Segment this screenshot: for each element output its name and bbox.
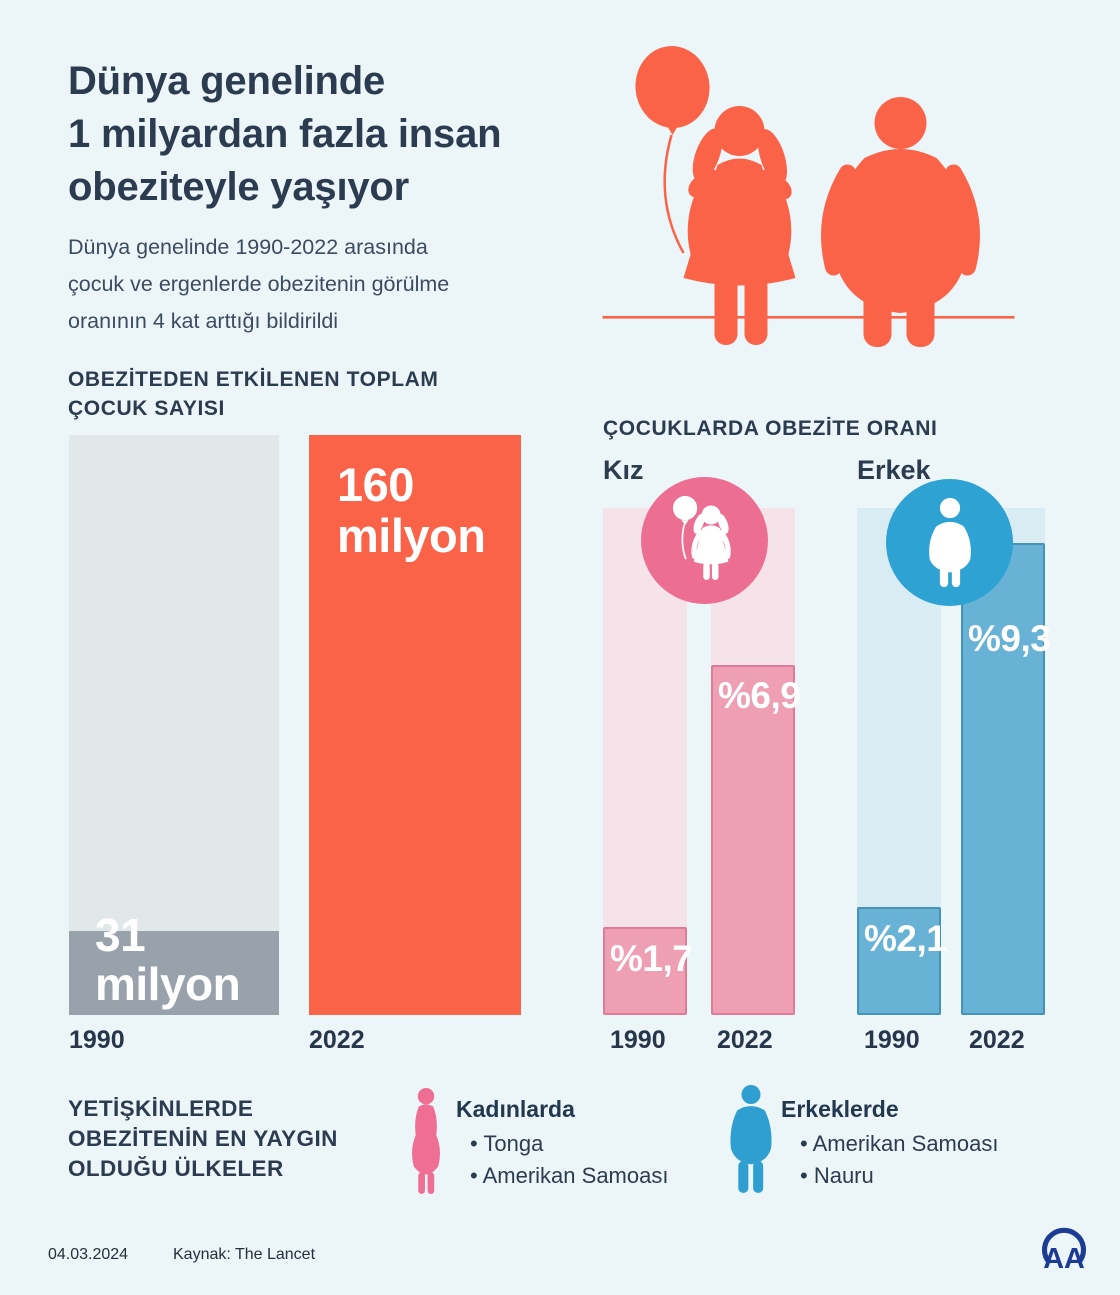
bar-2022-total: 160 milyon (309, 435, 521, 1015)
boy-icon (928, 497, 971, 587)
women-country-2: Amerikan Samoası (470, 1163, 669, 1189)
boys-1990-fill (857, 907, 941, 1015)
man-silhouette (821, 97, 980, 347)
girls-1990-fill (603, 927, 687, 1015)
boys-2022-bar: %9,3 (961, 508, 1051, 1015)
adults-title-line-1: YETİŞKİNLERDE (68, 1096, 254, 1121)
girls-axis-1990: 1990 (610, 1026, 666, 1054)
page-title: Dünya genelinde 1 milyardan fazla insan … (68, 55, 648, 214)
girls-1990-bar: %1,7 (603, 508, 693, 1015)
men-country-2: Nauru (800, 1163, 874, 1189)
value-unit: milyon (95, 958, 241, 1010)
source-credit: Kaynak: The Lancet (173, 1246, 316, 1263)
girls-2022-value: %6,9 (718, 675, 801, 716)
boys-2022-value: %9,3 (968, 618, 1051, 659)
publish-date: 04.03.2024 (48, 1246, 129, 1263)
ground-line (602, 316, 1015, 319)
boys-badge (886, 479, 1013, 606)
girls-2022-fill (711, 665, 795, 1015)
adults-title-line-2: OBEZİTENİN EN YAYGIN (68, 1126, 338, 1151)
girls-badge (641, 477, 768, 604)
men-legend-label: Erkeklerde (781, 1096, 899, 1122)
women-legend-label: Kadınlarda (456, 1096, 575, 1122)
girls-axis-2022: 2022 (717, 1026, 773, 1054)
value-number: 160 (337, 458, 414, 511)
value-label-31-milyon: 31 milyon (95, 909, 241, 1010)
axis-label-2022: 2022 (309, 1026, 365, 1054)
women-country-1: Tonga (470, 1131, 543, 1157)
bar-1990-total-fill (69, 931, 279, 1015)
men-country-1: Amerikan Samoası (800, 1131, 999, 1157)
obese-girl-and-man-illustration (602, 46, 1015, 347)
page-subtitle: Dünya genelinde 1990-2022 arasında çocuk… (68, 229, 608, 340)
subtitle-line-2: çocuk ve ergenlerde obezitenin görülme (68, 272, 450, 296)
boys-axis-2022: 2022 (969, 1026, 1025, 1054)
value-label-160-milyon: 160 milyon (337, 458, 486, 562)
title-line-1: Dünya genelinde (68, 59, 386, 103)
value-unit: milyon (337, 509, 486, 562)
girl-with-balloon-icon (672, 495, 731, 580)
subtitle-line-1: Dünya genelinde 1990-2022 arasında (68, 235, 428, 259)
balloon-icon (635, 46, 710, 254)
adults-section-title: YETİŞKİNLERDE OBEZİTENİN EN YAYGIN OLDUĞ… (68, 1094, 408, 1184)
woman-icon (412, 1088, 440, 1194)
girl-silhouette (683, 106, 796, 345)
group-label-boys: Erkek (857, 455, 931, 485)
anadolu-agency-logo: AA (1041, 1227, 1087, 1272)
children-rate-chart-title: ÇOCUKLARDA OBEZİTE ORANI (603, 417, 938, 440)
total-children-chart-title: OBEZİTEDEN ETKİLENEN TOPLAM ÇOCUK SAYISI (68, 368, 439, 420)
girls-2022-bar: %6,9 (711, 508, 801, 1015)
title-line-2: 1 milyardan fazla insan (68, 112, 502, 156)
adults-title-line-3: OLDUĞU ÜLKELER (68, 1156, 284, 1181)
boys-axis-1990: 1990 (864, 1026, 920, 1054)
bar-1990-total: 31 milyon (69, 435, 279, 1015)
boys-1990-value: %2,1 (864, 918, 947, 959)
girls-1990-value: %1,7 (610, 938, 693, 979)
subtitle-line-3: oranının 4 kat arttığı bildirildi (68, 309, 339, 333)
value-number: 31 (95, 909, 146, 961)
logo-text: AA (1043, 1243, 1085, 1272)
title-line-3: obeziteyle yaşıyor (68, 165, 410, 209)
axis-label-1990: 1990 (69, 1026, 125, 1054)
boys-2022-fill (961, 543, 1045, 1015)
group-label-girls: Kız (603, 455, 644, 485)
man-icon (730, 1085, 772, 1193)
